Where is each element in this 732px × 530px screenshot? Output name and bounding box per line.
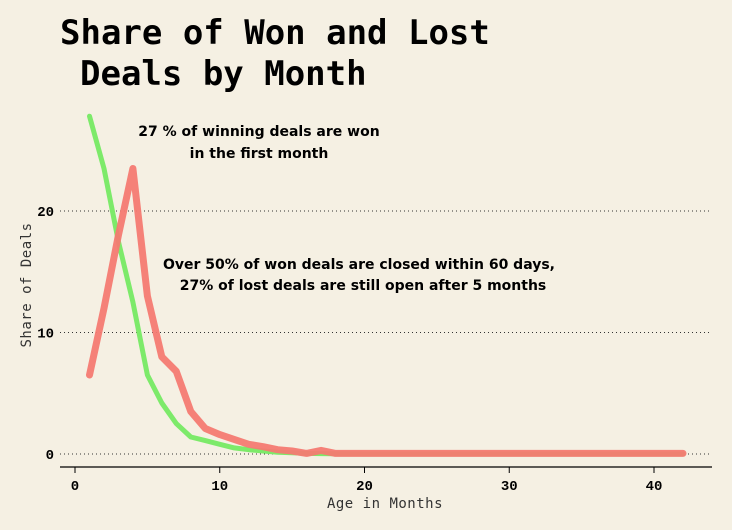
x-tick-label-3: 30 — [501, 479, 518, 495]
annotation-2-line-1: Over 50% of won deals are closed within … — [163, 257, 555, 273]
series-line-1 — [86, 165, 687, 457]
x-tick-label-2: 20 — [356, 479, 373, 495]
tick-layer: 0 10 20 30 40 0 10 20 — [37, 205, 662, 495]
x-tick-label-4: 40 — [646, 479, 663, 495]
y-tick-label-0: 0 — [46, 448, 54, 464]
y-axis-label: Share of Deals — [19, 222, 35, 347]
y-tick-label-1: 10 — [37, 327, 54, 343]
x-axis-label: Age in Months — [327, 496, 443, 512]
series-layer — [86, 113, 687, 457]
annotation-2-line-2: 27% of lost deals are still open after 5… — [180, 278, 547, 294]
annotation-1-line-2: in the first month — [190, 146, 329, 162]
grid-layer — [60, 210, 712, 455]
annotation-1-line-1: 27 % of winning deals are won — [138, 124, 379, 140]
chart-title-line-2: Deals by Month — [80, 54, 367, 94]
x-tick-label-1: 10 — [211, 479, 228, 495]
y-tick-label-2: 20 — [37, 205, 54, 221]
chart-title-line-1: Share of Won and Lost — [60, 13, 490, 53]
x-tick-label-0: 0 — [71, 479, 79, 495]
